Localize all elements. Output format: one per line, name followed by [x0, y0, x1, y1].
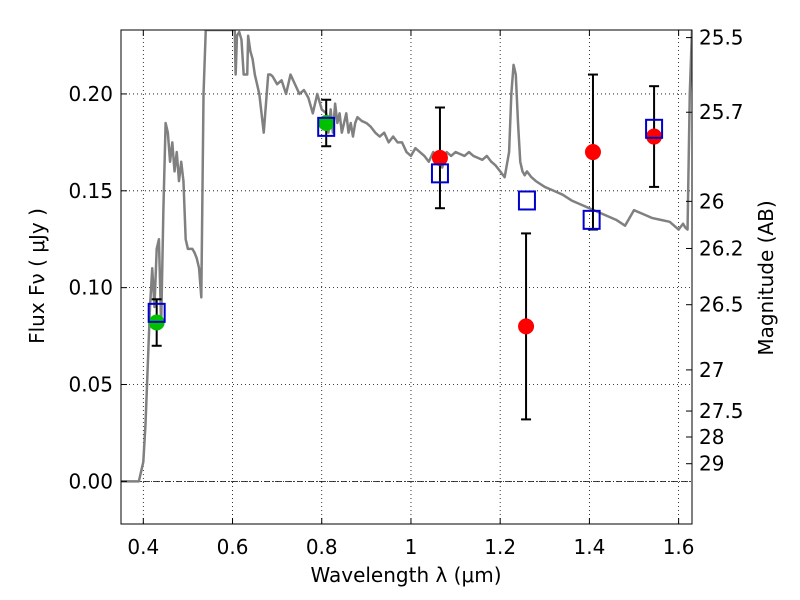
model-photometry-square [582, 209, 601, 230]
y-tick-label: 0.05 [68, 373, 113, 397]
y-tick-label: 0.15 [68, 179, 113, 203]
data-layer [121, 30, 692, 483]
x-tick-label: 1.4 [573, 535, 605, 559]
y-axis-label: Flux Fν ( μJy ) [25, 208, 49, 344]
model-photometry-square [147, 302, 166, 323]
red-data-point [646, 128, 663, 145]
red-data-point [518, 318, 535, 335]
y2-tick-label: 29 [699, 452, 724, 476]
y-tick-label: 0.10 [68, 276, 113, 300]
tick-marks [121, 30, 692, 524]
y2-tick-label: 25.5 [699, 26, 744, 50]
y2-tick-label: 26 [699, 189, 724, 213]
y2-axis-label: Magnitude (AB) [754, 200, 778, 355]
x-tick-label: 1.6 [663, 535, 695, 559]
x-tick-label: 0.6 [217, 535, 249, 559]
model-photometry-square [317, 116, 336, 137]
y2-tick-label: 27.5 [699, 399, 744, 423]
y-tick-labels: 0.00 0.05 0.10 0.15 0.20 [68, 82, 113, 493]
red-data-point [584, 144, 601, 161]
y2-tick-label: 26.5 [699, 293, 744, 317]
y-tick-label: 0.00 [68, 469, 113, 493]
red-data-point [431, 149, 448, 166]
y-tick-label: 0.20 [68, 82, 113, 106]
x-tick-labels: 0.4 0.6 0.8 1 1.2 1.4 1.6 [127, 535, 694, 559]
x-tick-label: 0.4 [127, 535, 159, 559]
x-tick-label: 1 [405, 535, 418, 559]
model-photometry-square [517, 190, 536, 211]
model-photometry-square [645, 118, 664, 139]
x-tick-label: 0.8 [306, 535, 338, 559]
y2-tick-label: 27 [699, 358, 724, 382]
y2-tick-labels: 25.5 25.7 26 26.2 26.5 27 27.528 29 [699, 26, 744, 476]
grid [121, 30, 692, 524]
x-tick-label: 1.2 [484, 535, 516, 559]
model-photometry-square [430, 163, 449, 184]
y2-tick-label: 25.7 [699, 100, 744, 124]
model-spectrum-line [121, 30, 692, 483]
y2-tick-label: 28 [699, 425, 724, 449]
plot-frame [120, 29, 693, 525]
y2-tick-label: 26.2 [699, 236, 744, 260]
x-axis-label: Wavelength λ (μm) [310, 563, 501, 587]
